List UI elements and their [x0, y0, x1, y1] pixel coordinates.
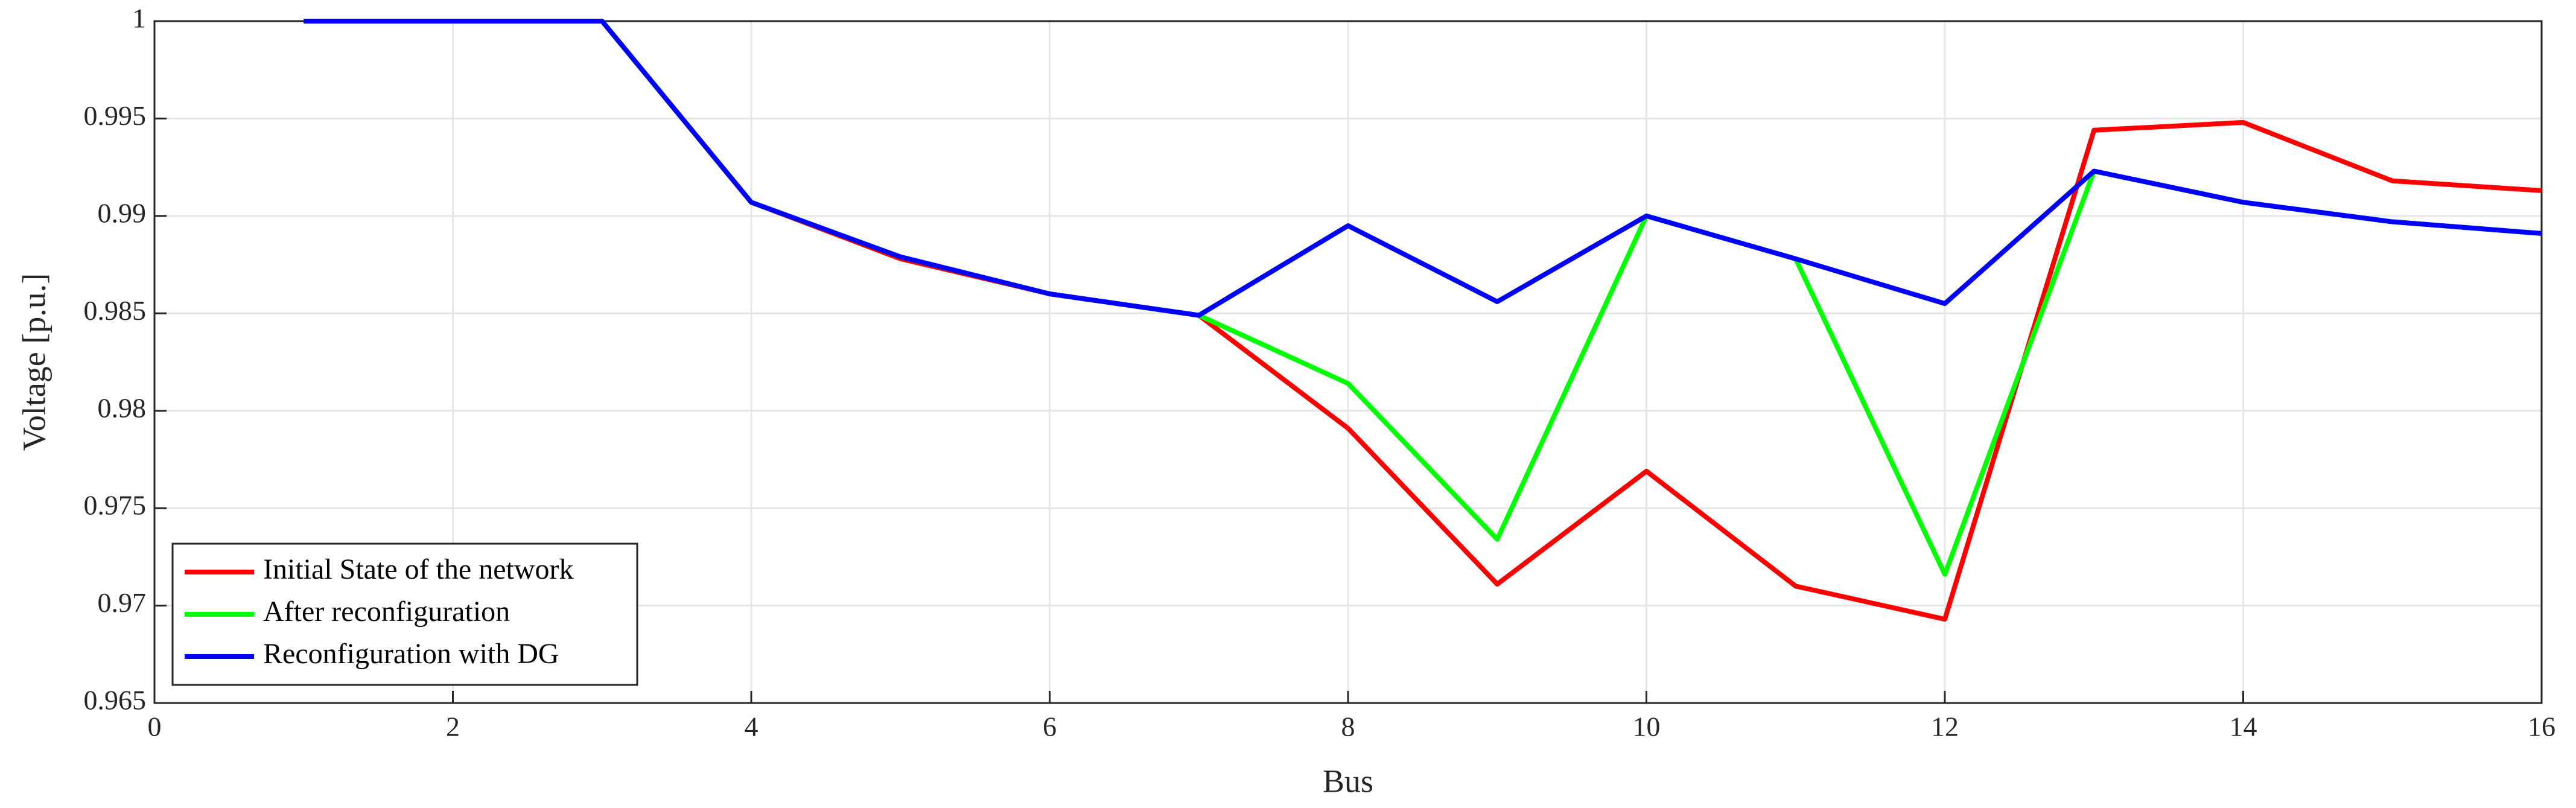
series-line — [304, 19, 2542, 318]
x-tick-label: 4 — [745, 711, 758, 742]
x-tick-label: 2 — [446, 711, 460, 742]
y-tick-label: 0.975 — [84, 490, 147, 521]
y-tick-label: 0.965 — [84, 685, 147, 716]
x-tick-label: 14 — [2230, 711, 2257, 742]
y-tick-label: 1 — [132, 3, 146, 34]
x-tick-label: 16 — [2528, 711, 2555, 742]
x-tick-label: 10 — [1633, 711, 1661, 742]
plot-frame — [153, 20, 2543, 704]
legend-label: After reconfiguration — [263, 596, 510, 628]
y-tick-label: 0.98 — [98, 392, 147, 423]
x-tick-label: 6 — [1043, 711, 1057, 742]
y-tick-label: 0.985 — [84, 295, 147, 326]
x-tick-label: 0 — [148, 711, 162, 742]
y-axis-label: Voltage [p.u.] — [16, 273, 52, 451]
x-axis-label: Bus — [1323, 763, 1373, 799]
legend-label: Initial State of the network — [263, 553, 574, 585]
x-tick-label: 8 — [1341, 711, 1355, 742]
y-tick-label: 0.99 — [98, 197, 147, 228]
legend-label: Reconfiguration with DG — [263, 638, 559, 670]
y-tick-label: 0.97 — [98, 587, 147, 618]
x-tick-label: 12 — [1931, 711, 1959, 742]
y-tick-label: 0.995 — [84, 100, 147, 131]
